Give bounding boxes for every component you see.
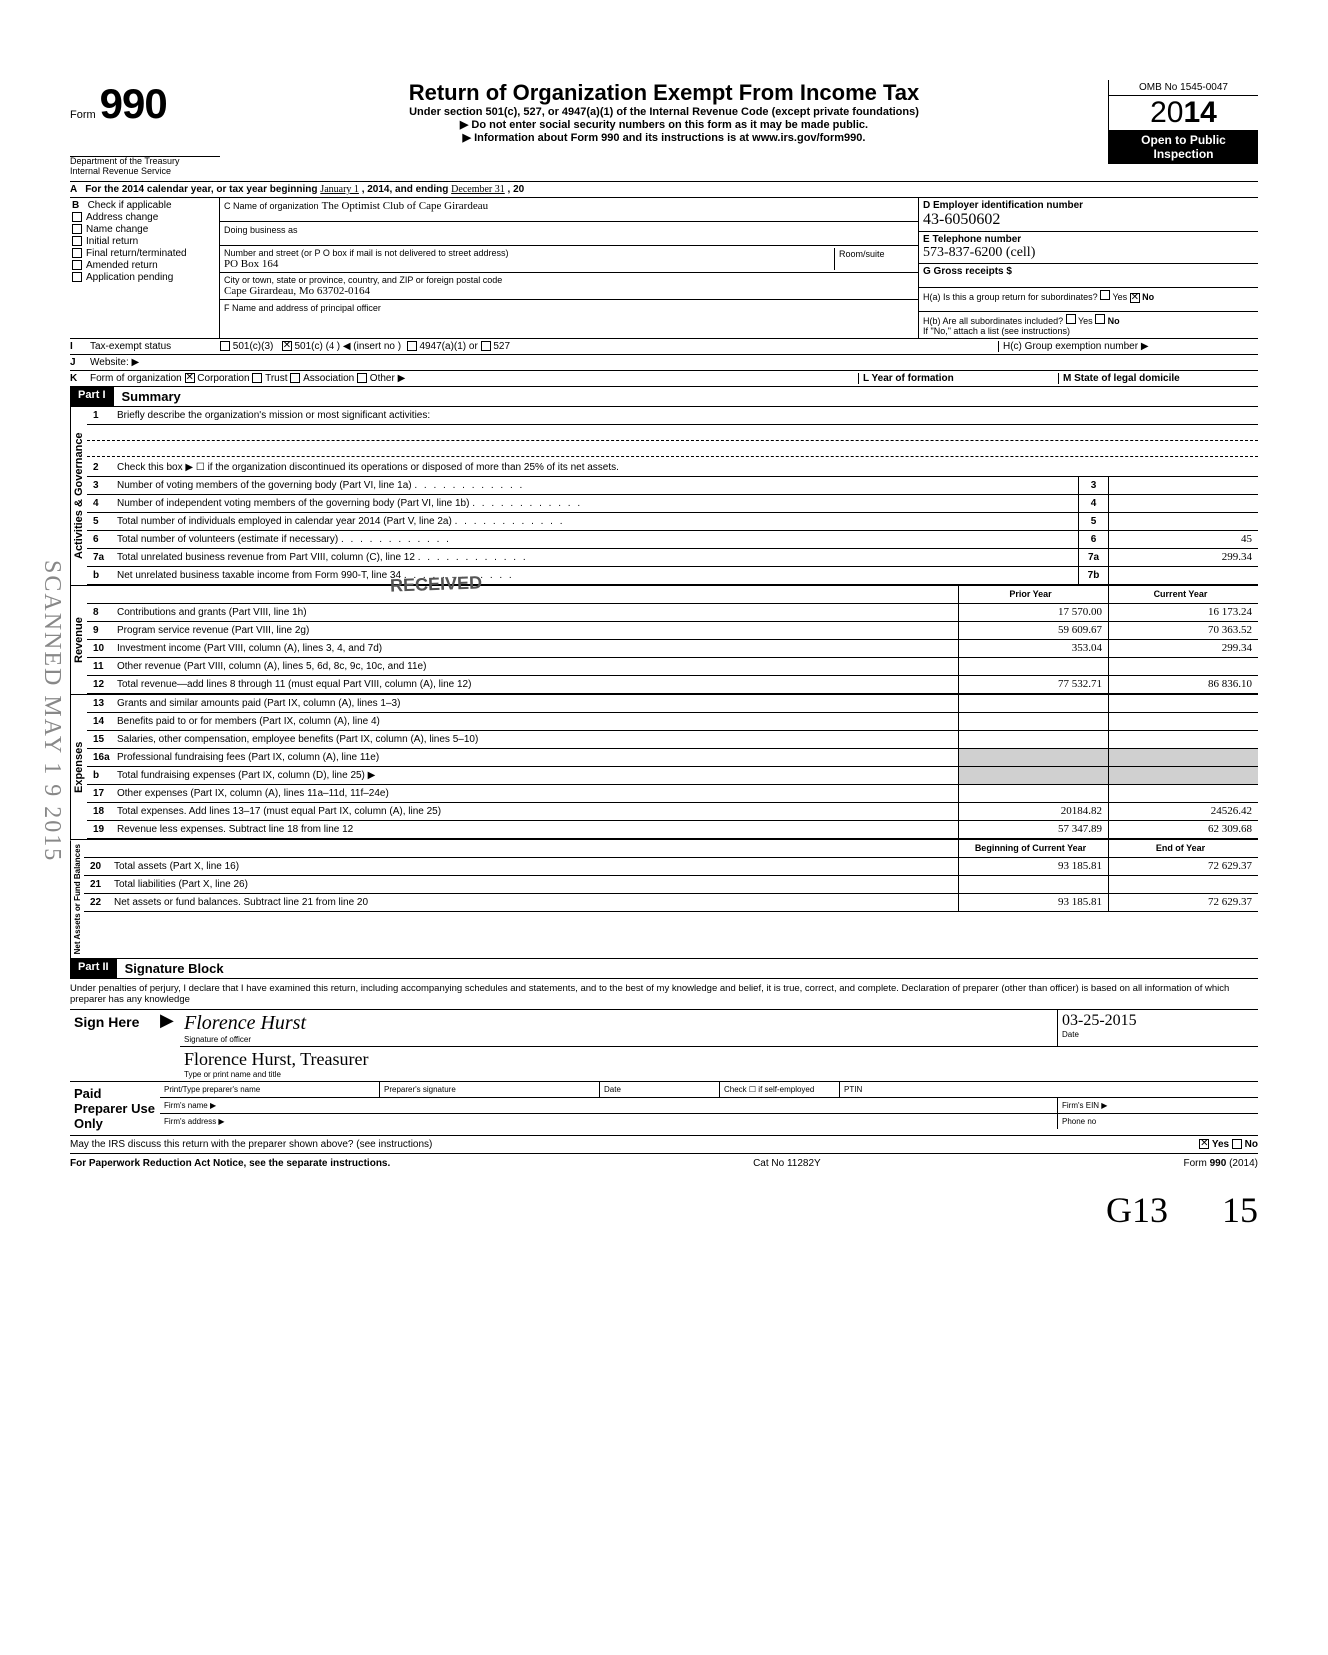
- form-header: Form 990 Department of the Treasury Inte…: [70, 80, 1258, 182]
- h-note: If "No," attach a list (see instructions…: [923, 326, 1254, 336]
- ha-yes[interactable]: [1100, 290, 1110, 300]
- cb-final[interactable]: [72, 248, 82, 258]
- row-j: J Website: ▶: [70, 355, 1258, 371]
- check-label: Check if applicable: [88, 200, 172, 211]
- city-label: City or town, state or province, country…: [224, 275, 914, 285]
- cb-527[interactable]: [481, 341, 491, 351]
- cb-name[interactable]: [72, 224, 82, 234]
- form-subtitle: Under section 501(c), 527, or 4947(a)(1)…: [220, 106, 1108, 118]
- sig-date: 03-25-2015: [1062, 1012, 1254, 1030]
- signature-block: Under penalties of perjury, I declare th…: [70, 979, 1258, 1154]
- cb-501c3[interactable]: [220, 341, 230, 351]
- revenue-section: Revenue Prior YearCurrent Year 8Contribu…: [70, 586, 1258, 695]
- officer-name-title: Florence Hurst, Treasurer: [184, 1049, 1254, 1070]
- d-label: D Employer identification number: [923, 200, 1254, 211]
- cb-pending[interactable]: [72, 272, 82, 282]
- form-word: Form: [70, 109, 96, 121]
- hc-label: H(c) Group exemption number ▶: [998, 341, 1258, 352]
- hb-no[interactable]: [1095, 314, 1105, 324]
- form-info: ▶ Information about Form 990 and its ins…: [220, 131, 1108, 144]
- ein: 43-6050602: [923, 211, 1254, 229]
- open-inspection: Open to Public Inspection: [1109, 130, 1258, 164]
- city: Cape Girardeau, Mo 63702-0164: [224, 285, 914, 297]
- addr: PO Box 164: [224, 258, 834, 270]
- part1-header: Part I Summary: [70, 387, 1258, 407]
- paperwork-notice: For Paperwork Reduction Act Notice, see …: [70, 1158, 390, 1169]
- received-stamp: RECEIVED: [390, 572, 483, 596]
- footer: For Paperwork Reduction Act Notice, see …: [70, 1154, 1258, 1169]
- org-name: The Optimist Club of Cape Girardeau: [322, 200, 489, 212]
- f-label: F Name and address of principal officer: [224, 303, 381, 313]
- cat-no: Cat No 11282Y: [753, 1158, 821, 1169]
- officer-signature: Florence Hurst: [184, 1012, 1053, 1035]
- addr-label: Number and street (or P O box if mail is…: [224, 248, 834, 258]
- g-label: G Gross receipts $: [923, 266, 1012, 277]
- e-label: E Telephone number: [923, 234, 1254, 245]
- cb-amended[interactable]: [72, 260, 82, 270]
- netassets-section: Net Assets or Fund Balances Beginning of…: [70, 840, 1258, 959]
- cb-initial[interactable]: [72, 236, 82, 246]
- cb-trust[interactable]: [252, 373, 262, 383]
- room-label: Room/suite: [839, 249, 885, 259]
- discuss-label: May the IRS discuss this return with the…: [70, 1139, 1199, 1150]
- cb-501c[interactable]: [282, 341, 292, 351]
- cb-assoc[interactable]: [290, 373, 300, 383]
- scanned-stamp: SCANNED MAY 1 9 2015: [38, 560, 65, 862]
- tax-year: 2014: [1109, 96, 1258, 130]
- cb-4947[interactable]: [407, 341, 417, 351]
- governance-section: Activities & Governance 1Briefly describ…: [70, 407, 1258, 586]
- expenses-section: Expenses 13Grants and similar amounts pa…: [70, 695, 1258, 840]
- ha-no[interactable]: [1130, 293, 1140, 303]
- omb-number: OMB No 1545-0047: [1109, 80, 1258, 96]
- paid-preparer-label: Paid Preparer Use Only: [70, 1082, 160, 1135]
- form-title: Return of Organization Exempt From Incom…: [220, 80, 1108, 106]
- form-warning: ▶ Do not enter social security numbers o…: [220, 118, 1108, 131]
- discuss-no[interactable]: [1232, 1139, 1242, 1149]
- cb-address[interactable]: [72, 212, 82, 222]
- row-a: A For the 2014 calendar year, or tax yea…: [70, 182, 1258, 198]
- ha-label: H(a) Is this a group return for subordin…: [923, 292, 1098, 302]
- row-i: I Tax-exempt status 501(c)(3) 501(c) ( 4…: [70, 339, 1258, 355]
- form-number: 990: [100, 80, 167, 128]
- dept-irs: Internal Revenue Service: [70, 167, 220, 177]
- c-name-label: C Name of organization: [224, 201, 319, 211]
- dba-label: Doing business as: [224, 225, 298, 235]
- cb-other[interactable]: [357, 373, 367, 383]
- section-bcdefgh: B Check if applicable Address change Nam…: [70, 198, 1258, 339]
- phone: 573-837-6200 (cell): [923, 245, 1254, 261]
- discuss-yes[interactable]: [1199, 1139, 1209, 1149]
- part2-header: Part II Signature Block: [70, 959, 1258, 979]
- hb-yes[interactable]: [1066, 314, 1076, 324]
- sig-declaration: Under penalties of perjury, I declare th…: [70, 979, 1258, 1010]
- bottom-notation: G13 15: [70, 1169, 1258, 1231]
- sign-here-label: Sign Here: [70, 1010, 160, 1081]
- cb-corp[interactable]: [185, 373, 195, 383]
- form-footer: Form 990 (2014): [1184, 1158, 1258, 1169]
- hb-label: H(b) Are all subordinates included?: [923, 316, 1063, 326]
- row-k: K Form of organization Corporation Trust…: [70, 371, 1258, 387]
